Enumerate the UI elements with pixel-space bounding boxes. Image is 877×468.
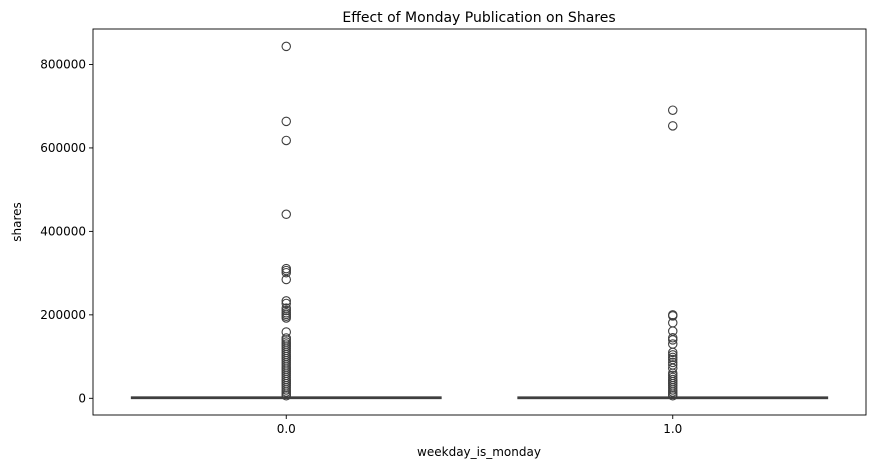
outlier-point [667, 121, 678, 131]
outlier-point [281, 265, 291, 276]
y-tick-label: 400000 [40, 224, 86, 238]
y-axis: 0 200000 400000 600000 800000 [40, 57, 93, 405]
outlier-point [667, 363, 678, 374]
outlier-point [281, 135, 291, 146]
y-tick-label: 600000 [40, 141, 86, 155]
outlier-point [281, 274, 291, 285]
y-axis-label: shares [10, 202, 24, 242]
outlier-point [667, 105, 678, 115]
y-tick-label: 800000 [40, 57, 86, 71]
outlier-point [281, 296, 291, 306]
outlier-point [281, 391, 291, 401]
x-tick-label: 1.0 [663, 422, 682, 436]
outlier-point [281, 41, 291, 52]
outlier-point [281, 267, 291, 278]
outlier-point [281, 313, 291, 323]
outlier-point [667, 347, 678, 358]
box-group [130, 41, 442, 401]
outlier-point [281, 298, 291, 309]
outlier-point [281, 116, 291, 127]
chart-title: Effect of Monday Publication on Shares [342, 10, 615, 26]
x-axis-label: weekday_is_monday [417, 445, 541, 459]
outlier-point [281, 209, 291, 220]
y-tick-label: 200000 [40, 308, 86, 322]
outlier-point [667, 350, 678, 360]
outlier-point [667, 311, 678, 321]
x-tick-label: 0.0 [277, 422, 296, 436]
plot-frame [92, 28, 867, 416]
plot-area [130, 41, 829, 401]
y-tick-label: 0 [78, 391, 86, 405]
outlier-point [667, 357, 678, 368]
x-axis: 0.0 1.0 [277, 415, 682, 436]
outlier-point [667, 391, 678, 401]
outlier-point [667, 335, 678, 345]
box-group [517, 105, 829, 401]
